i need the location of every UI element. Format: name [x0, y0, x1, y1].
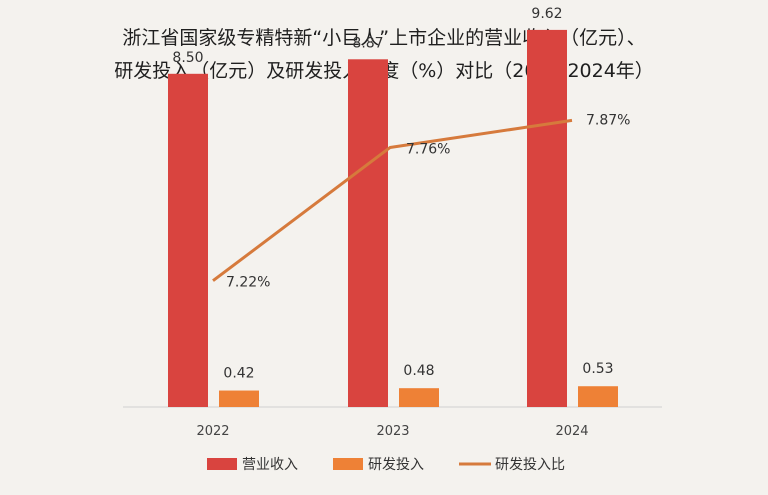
- rd-ratio-data-label: 7.76%: [406, 142, 450, 158]
- revenue-bar: [527, 29, 567, 408]
- revenue-bar: [348, 59, 388, 408]
- revenue-data-label: 8.87: [352, 35, 383, 51]
- chart-title-line-1: 浙江省国家级专精特新“小巨人”上市企业的营业收入（亿元）、: [122, 27, 646, 49]
- revenue-data-label: 8.50: [172, 50, 203, 66]
- legend-label-rd-ratio: 研发投入比: [495, 457, 565, 473]
- x-tick-label: 2022: [196, 424, 229, 439]
- legend-label-revenue: 营业收入: [242, 457, 298, 473]
- legend-label-rd-investment: 研发投入: [368, 457, 424, 473]
- legend-swatch-revenue: [207, 458, 237, 470]
- rd-ratio-data-label: 7.87%: [586, 112, 630, 128]
- rd-ratio-data-label: 7.22%: [226, 275, 270, 291]
- rd-investment-bar: [399, 388, 439, 407]
- rd-investment-data-label: 0.48: [403, 363, 434, 379]
- x-tick-label: 2023: [376, 424, 409, 439]
- legend-swatch-rd-investment: [333, 458, 363, 470]
- rd-investment-bar: [578, 386, 618, 407]
- rd-ratio-line: [212, 118, 573, 282]
- revenue-data-label: 9.62: [531, 6, 562, 22]
- rd-investment-data-label: 0.42: [223, 366, 254, 382]
- x-tick-label: 2024: [555, 424, 588, 439]
- rd-investment-bar: [219, 390, 259, 407]
- revenue-bar: [168, 73, 208, 408]
- rd-investment-data-label: 0.53: [582, 361, 613, 377]
